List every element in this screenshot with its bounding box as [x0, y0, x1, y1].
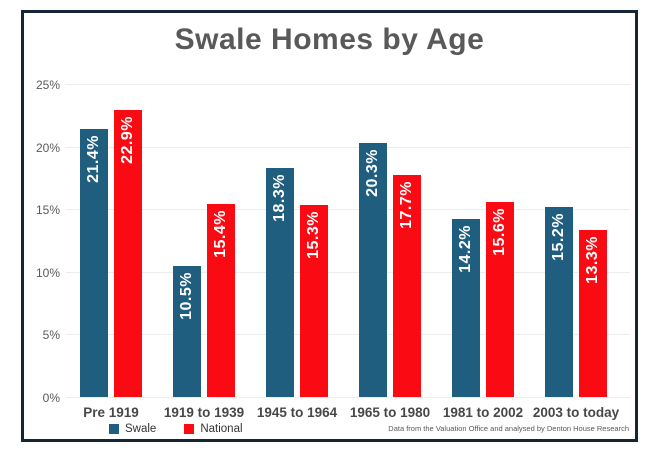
bar-value-label: 15.3%	[305, 211, 322, 260]
bar-value-label: 18.3%	[271, 173, 288, 222]
bar-value-label: 13.3%	[584, 236, 601, 285]
gridline	[66, 334, 630, 336]
bar-swale: 20.3%	[359, 142, 387, 397]
y-tick-label: 20%	[35, 140, 60, 155]
x-category-label: 1945 to 1964	[256, 405, 338, 420]
bar-value-label: 21.4%	[85, 135, 102, 183]
y-axis-labels: 0% 5% 10% 15% 20% 25%	[24, 78, 60, 405]
x-category-label: 1981 to 2002	[442, 405, 524, 420]
legend-label: Swale	[125, 423, 157, 435]
plot-area: 21.4% 22.9% 10.5% 15.4% 18.3% 15.3% 20.3% 17.7%…	[80, 84, 607, 397]
gridline	[66, 209, 630, 211]
bar-value-label: 15.6%	[491, 207, 508, 256]
bar-group: 14.2% 15.6%	[452, 84, 514, 397]
bar-value-label: 14.2%	[457, 225, 474, 274]
bar-national: 15.6%	[486, 201, 514, 397]
bar-group: 15.2% 13.3%	[545, 84, 607, 397]
bar-value-label: 10.5%	[178, 271, 195, 320]
bar-swale: 10.5%	[173, 265, 201, 397]
gridline	[66, 146, 630, 148]
gridline	[66, 271, 630, 273]
bar-national: 22.9%	[114, 110, 142, 397]
x-axis-labels: Pre 1919 1919 to 1939 1945 to 1964 1965 to …	[80, 405, 620, 420]
y-tick-label: 0%	[42, 391, 60, 405]
x-category-label: 2003 to today	[532, 405, 620, 420]
x-category-label: 1965 to 1980	[349, 405, 431, 420]
bar-national: 15.4%	[207, 204, 235, 397]
gridline	[66, 397, 630, 398]
bar-group: 10.5% 15.4%	[173, 84, 235, 397]
bar-group: 21.4% 22.9%	[80, 84, 142, 397]
legend: Swale National	[109, 423, 243, 435]
x-category-label: 1919 to 1939	[163, 405, 245, 420]
gridline	[66, 84, 630, 85]
bar-group: 20.3% 17.7%	[359, 84, 421, 397]
x-category-label: Pre 1919	[83, 405, 139, 420]
bar-value-label: 15.4%	[212, 210, 229, 259]
y-tick-label: 25%	[35, 78, 60, 92]
y-tick-label: 15%	[35, 203, 60, 218]
footer-note: Data from the Valuation Office and analy…	[388, 424, 629, 433]
bar-value-label: 22.9%	[119, 116, 136, 165]
bar-swale: 18.3%	[266, 167, 294, 397]
chart-frame: Swale Homes by Age 0% 5% 10% 15% 20% 25% 21.4…	[21, 10, 638, 442]
bar-group: 18.3% 15.3%	[266, 84, 328, 397]
legend-item-swale: Swale	[109, 423, 156, 435]
legend-swatch-icon	[109, 424, 119, 434]
chart-title: Swale Homes by Age	[174, 23, 485, 56]
legend-label: National	[200, 423, 243, 435]
bar-swale: 15.2%	[545, 206, 573, 397]
bar-swale: 14.2%	[452, 219, 480, 397]
bar-swale: 21.4%	[80, 129, 108, 397]
legend-item-national: National	[184, 423, 243, 435]
legend-swatch-icon	[184, 424, 195, 434]
y-tick-label: 5%	[42, 328, 60, 343]
bar-national: 13.3%	[579, 230, 607, 397]
bar-value-label: 15.2%	[550, 212, 567, 261]
gridlines	[66, 84, 630, 398]
bar-national: 17.7%	[393, 175, 421, 397]
bar-value-label: 20.3%	[364, 148, 381, 197]
y-tick-label: 10%	[35, 265, 60, 280]
bar-national: 15.3%	[300, 205, 328, 397]
bar-value-label: 17.7%	[398, 181, 415, 230]
